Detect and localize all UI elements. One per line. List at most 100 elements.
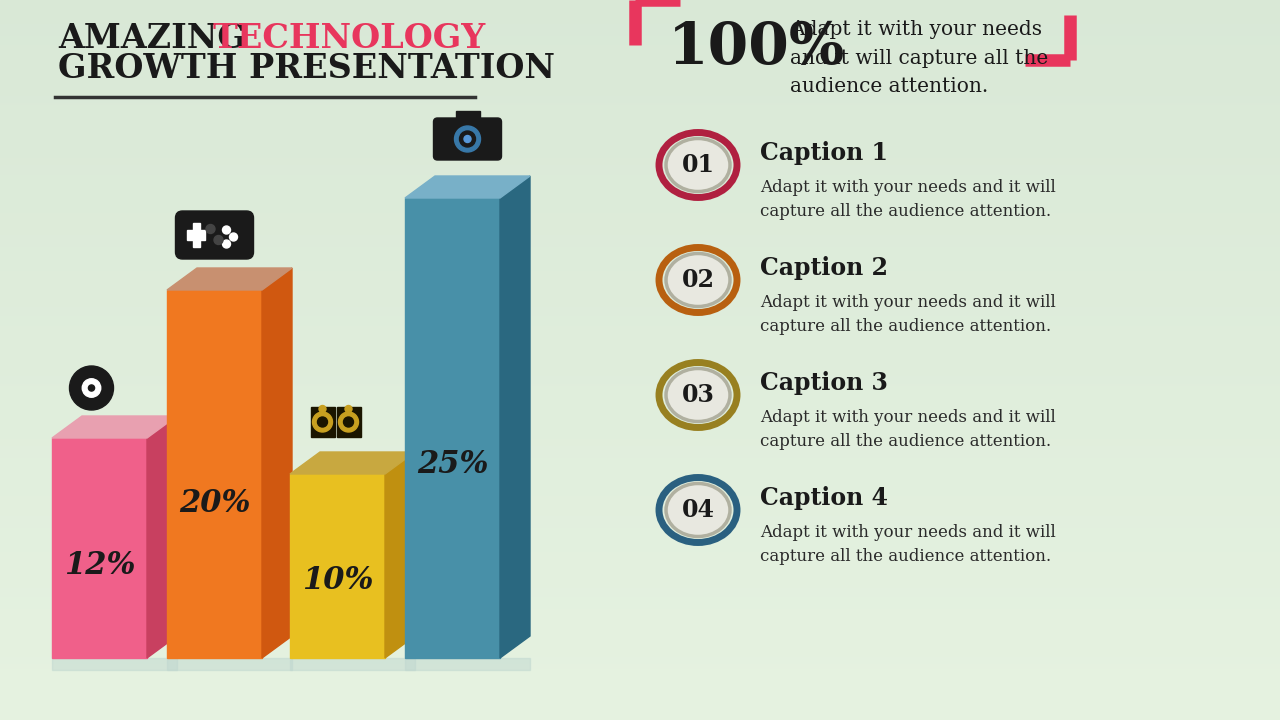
Bar [0, 211, 1280, 214]
Bar [0, 461, 1280, 463]
Bar [52, 658, 177, 670]
Text: 01: 01 [681, 153, 714, 177]
Bar [0, 77, 1280, 79]
Bar [0, 139, 1280, 142]
Bar [0, 495, 1280, 497]
Bar [0, 545, 1280, 547]
Bar [0, 315, 1280, 317]
Bar [0, 55, 1280, 58]
Bar [0, 708, 1280, 711]
Bar [0, 682, 1280, 684]
Bar [0, 135, 1280, 137]
Bar [0, 295, 1280, 297]
Bar [0, 441, 1280, 444]
Bar [0, 168, 1280, 171]
Text: Caption 1: Caption 1 [760, 141, 888, 165]
Bar [0, 336, 1280, 338]
Text: Adapt it with your needs and it will
capture all the audience attention.: Adapt it with your needs and it will cap… [760, 179, 1056, 220]
Bar [0, 341, 1280, 343]
Bar [0, 432, 1280, 434]
Bar [0, 564, 1280, 567]
Bar [0, 305, 1280, 307]
Bar [456, 111, 480, 123]
Bar [291, 474, 385, 658]
Bar [0, 180, 1280, 182]
Bar [0, 653, 1280, 655]
Bar [0, 41, 1280, 43]
Bar [0, 171, 1280, 173]
Bar [0, 430, 1280, 432]
Bar [0, 127, 1280, 130]
Bar [0, 581, 1280, 583]
Bar [0, 603, 1280, 605]
Bar [0, 588, 1280, 590]
Bar [0, 562, 1280, 564]
Bar [0, 36, 1280, 38]
Bar [0, 509, 1280, 511]
Bar [0, 101, 1280, 103]
Bar [0, 595, 1280, 598]
Bar [0, 605, 1280, 607]
Bar [0, 567, 1280, 569]
Circle shape [346, 405, 352, 413]
Bar [0, 310, 1280, 312]
Bar [0, 99, 1280, 101]
Ellipse shape [666, 138, 730, 192]
Bar [0, 125, 1280, 127]
Bar [0, 598, 1280, 600]
Bar [0, 346, 1280, 348]
Text: Adapt it with your needs and it will
capture all the audience attention.: Adapt it with your needs and it will cap… [760, 524, 1056, 565]
Bar [0, 283, 1280, 286]
Bar [0, 701, 1280, 703]
Bar [0, 58, 1280, 60]
Bar [166, 658, 292, 670]
Bar [0, 516, 1280, 518]
Circle shape [206, 225, 215, 233]
Circle shape [465, 135, 471, 143]
Bar [0, 643, 1280, 646]
Bar [0, 403, 1280, 405]
Bar [0, 657, 1280, 660]
Polygon shape [262, 268, 292, 658]
Text: Adapt it with your needs
and it will capture all the
audience attention.: Adapt it with your needs and it will cap… [790, 20, 1048, 96]
Bar [0, 146, 1280, 149]
Bar [0, 684, 1280, 686]
Bar [0, 86, 1280, 89]
Circle shape [454, 126, 480, 152]
Bar [0, 151, 1280, 153]
Bar [0, 533, 1280, 535]
Bar [0, 67, 1280, 70]
Bar [0, 192, 1280, 194]
Bar [0, 600, 1280, 603]
Bar [0, 117, 1280, 120]
Bar [0, 293, 1280, 295]
Bar [0, 137, 1280, 139]
Bar [0, 480, 1280, 482]
Bar [0, 81, 1280, 84]
Bar [0, 221, 1280, 223]
Bar [0, 110, 1280, 113]
Bar [0, 389, 1280, 391]
Bar [0, 466, 1280, 468]
Bar [0, 379, 1280, 382]
Bar [0, 470, 1280, 473]
Bar [0, 526, 1280, 528]
Bar [0, 38, 1280, 41]
Bar [0, 230, 1280, 233]
Bar [0, 552, 1280, 554]
Bar [0, 173, 1280, 175]
Bar [0, 149, 1280, 151]
Bar [0, 257, 1280, 259]
Bar [0, 382, 1280, 384]
Bar [0, 619, 1280, 621]
Bar [0, 703, 1280, 706]
Bar [0, 528, 1280, 531]
Circle shape [223, 226, 230, 234]
Bar [0, 715, 1280, 718]
Bar [0, 254, 1280, 257]
Bar [0, 696, 1280, 698]
Bar [0, 499, 1280, 502]
Bar [0, 204, 1280, 207]
Bar [0, 396, 1280, 398]
Bar [0, 276, 1280, 279]
